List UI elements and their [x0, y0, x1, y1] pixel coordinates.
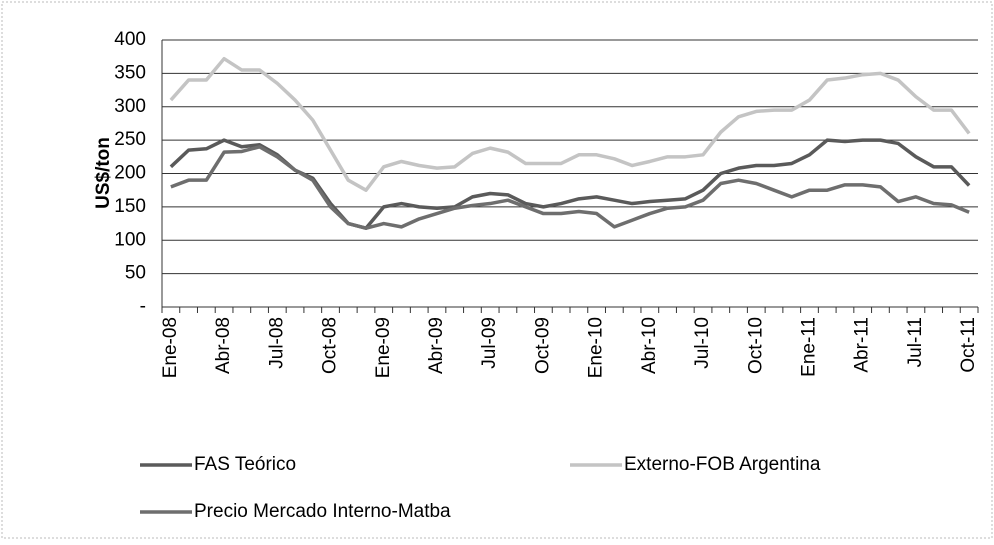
x-tick-label: Ene-11 [798, 317, 819, 377]
x-tick-label: Abr-11 [852, 317, 873, 373]
x-tick-label: Abr-10 [639, 317, 660, 374]
x-tick-label: Ene-09 [373, 317, 394, 378]
y-tick-label: 150 [114, 196, 146, 217]
x-tick-label: Jul-11 [905, 317, 926, 367]
legend-label: Precio Mercado Interno-Matba [194, 501, 451, 522]
x-tick-label: Jul-08 [266, 317, 287, 369]
x-tick-label: Ene-10 [586, 317, 607, 378]
x-tick-label: Oct-10 [745, 317, 766, 374]
x-tick-label: Jul-10 [692, 317, 713, 369]
y-tick-label: 300 [114, 96, 146, 117]
y-tick-label: 100 [114, 229, 146, 250]
y-tick-label: 400 [114, 29, 146, 50]
y-axis-label: US$/ton [93, 137, 114, 209]
y-tick-label: 200 [114, 163, 146, 184]
x-tick-label: Oct-11 [958, 317, 979, 373]
x-tick-label: Oct-09 [532, 317, 553, 374]
y-tick-label: - [140, 296, 146, 317]
x-tick-label: Jul-09 [479, 317, 500, 369]
series-line [170, 145, 970, 230]
legend-label: Externo-FOB Argentina [624, 454, 821, 475]
y-tick-label: 350 [114, 62, 146, 83]
x-tick-label: Oct-08 [320, 317, 341, 374]
y-tick-label: 250 [114, 129, 146, 150]
y-tick-label: 50 [125, 263, 146, 284]
x-tick-label: Abr-08 [213, 317, 234, 374]
x-tick-label: Ene-08 [160, 317, 181, 378]
series-line [169, 56, 971, 192]
legend-label: FAS Teórico [194, 454, 296, 475]
x-tick-label: Abr-09 [426, 317, 447, 374]
